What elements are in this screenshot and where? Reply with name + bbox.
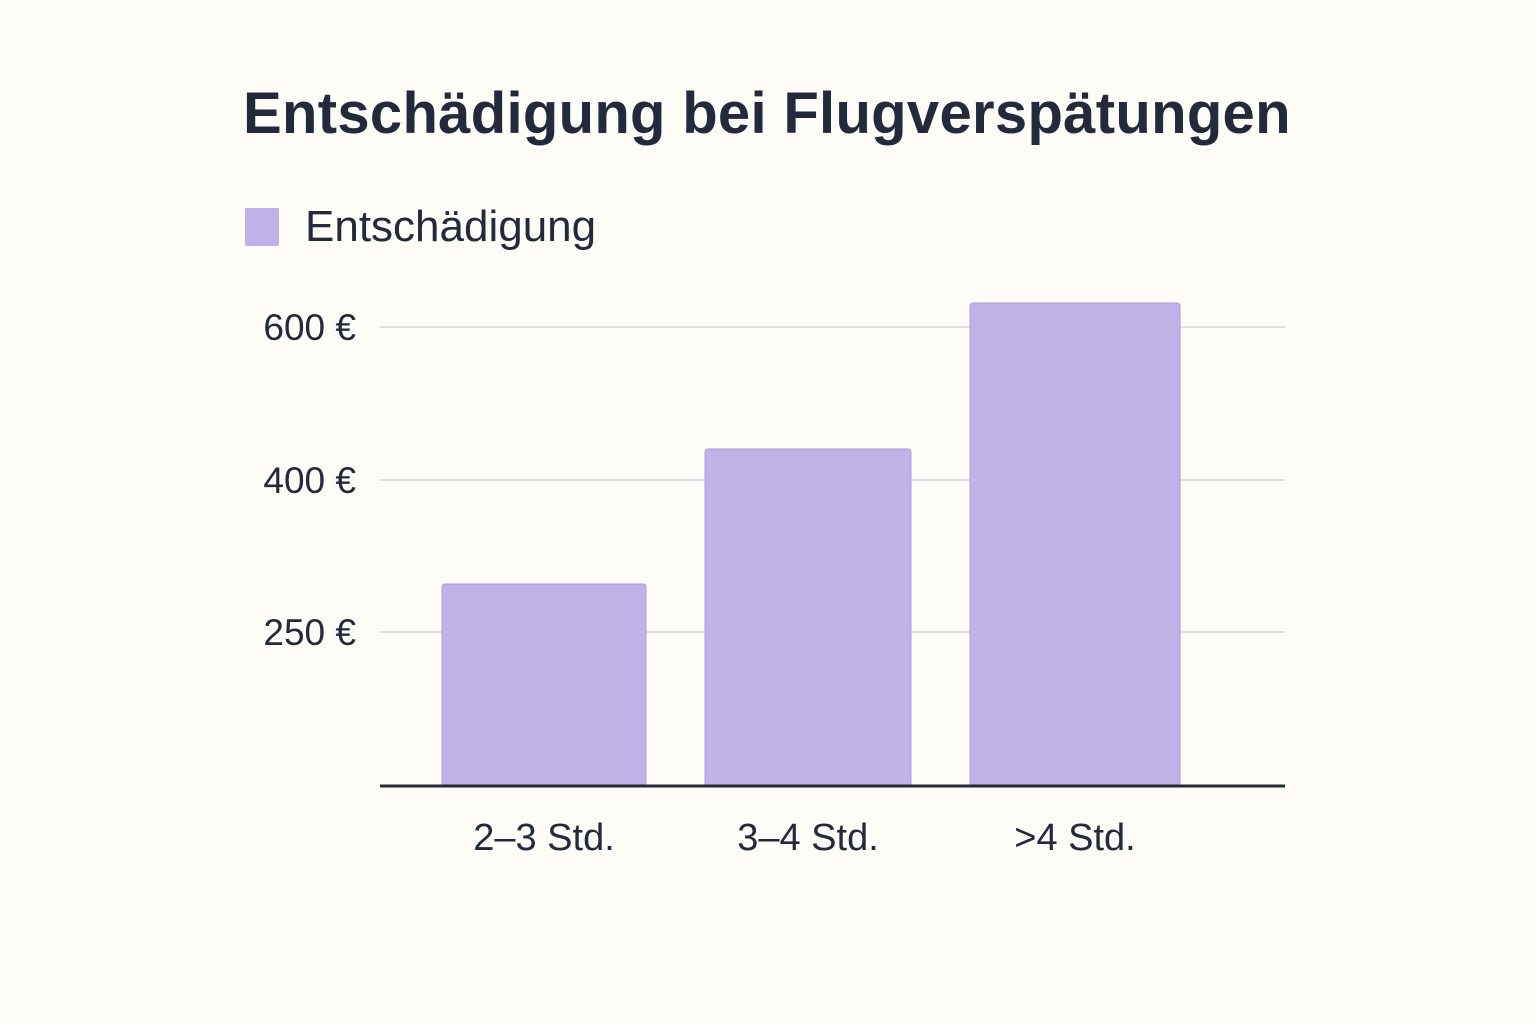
y-tick-label: 250 € xyxy=(263,612,356,653)
bar-1 xyxy=(441,583,647,787)
x-category-label: 2–3 Std. xyxy=(473,817,615,859)
legend-swatch xyxy=(245,208,279,246)
bar-2 xyxy=(704,448,912,787)
x-category-label: 3–4 Std. xyxy=(737,817,879,859)
y-tick-label: 400 € xyxy=(263,460,356,501)
x-category-label: >4 Std. xyxy=(1014,817,1135,859)
chart-title: Entschädigung bei Flugverspätungen xyxy=(243,81,1291,146)
chart-legend: Entschädigung xyxy=(245,202,596,252)
bar-3 xyxy=(969,302,1181,787)
y-tick-label: 600 € xyxy=(263,307,356,348)
legend-label: Entschädigung xyxy=(305,202,597,251)
